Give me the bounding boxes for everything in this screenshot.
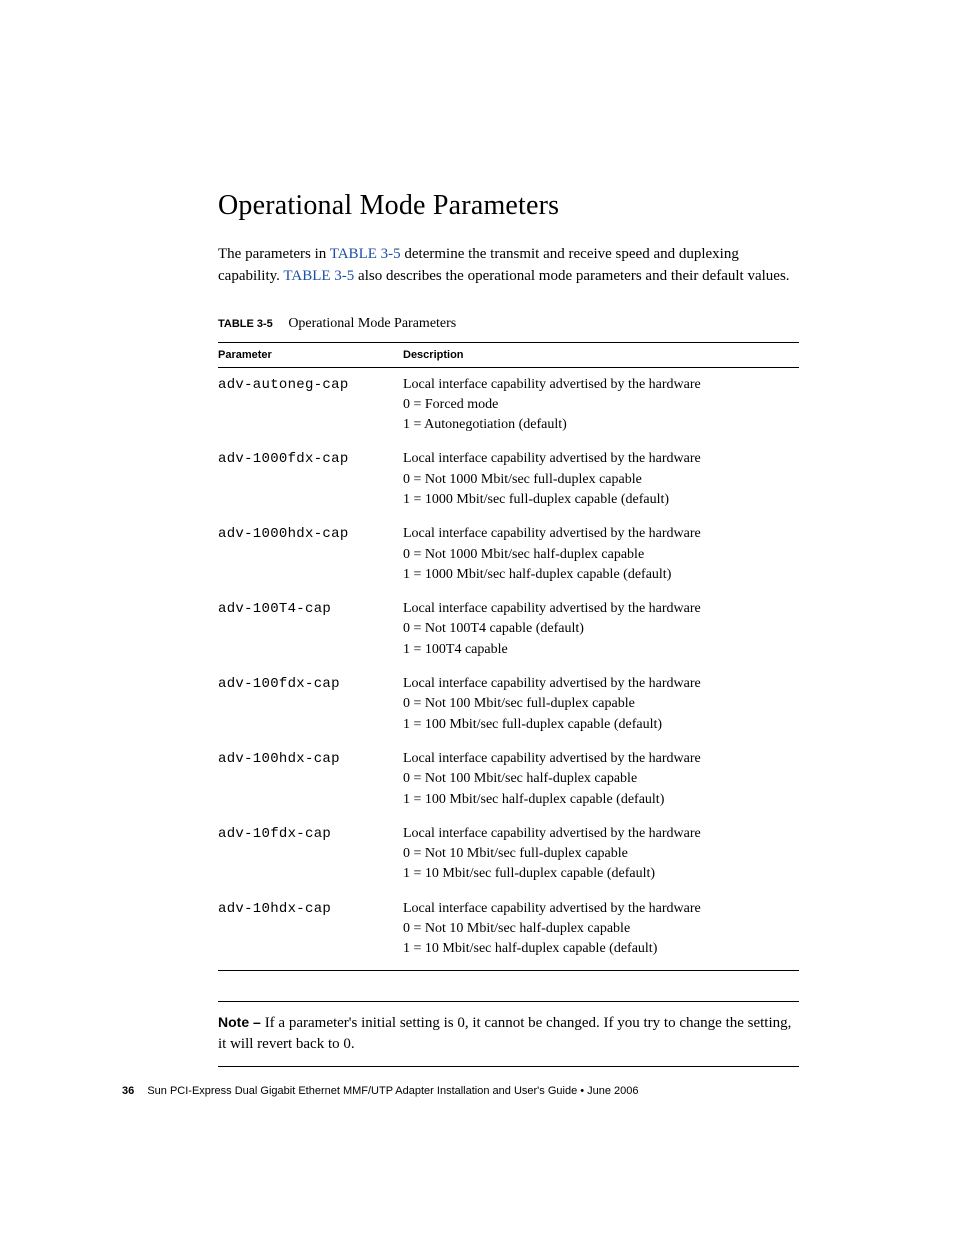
description-line: 0 = Not 1000 Mbit/sec half-duplex capabl… — [403, 545, 789, 565]
note-block: Note – If a parameter's initial setting … — [218, 1001, 799, 1068]
parameter-description: Local interface capability advertised by… — [403, 892, 799, 970]
description-line: 1 = 1000 Mbit/sec half-duplex capable (d… — [403, 565, 789, 585]
table-header-row: Parameter Description — [218, 342, 799, 367]
parameters-table: Parameter Description adv-autoneg-capLoc… — [218, 342, 799, 971]
page-number: 36 — [122, 1085, 134, 1097]
description-line: Local interface capability advertised by… — [403, 824, 789, 844]
intro-text-a: The parameters in — [218, 246, 330, 262]
table-row: adv-10fdx-capLocal interface capability … — [218, 817, 799, 892]
parameter-description: Local interface capability advertised by… — [403, 592, 799, 667]
table-row: adv-1000hdx-capLocal interface capabilit… — [218, 517, 799, 592]
description-line: Local interface capability advertised by… — [403, 599, 789, 619]
table-row: adv-autoneg-capLocal interface capabilit… — [218, 367, 799, 442]
page-footer: 36 Sun PCI-Express Dual Gigabit Ethernet… — [122, 1085, 639, 1097]
description-line: 0 = Not 100 Mbit/sec full-duplex capable — [403, 694, 789, 714]
intro-text-c: also describes the operational mode para… — [354, 268, 789, 284]
parameter-name: adv-1000fdx-cap — [218, 442, 403, 517]
parameter-name: adv-10fdx-cap — [218, 817, 403, 892]
section-heading: Operational Mode Parameters — [218, 190, 799, 222]
description-line: 1 = Autonegotiation (default) — [403, 415, 789, 435]
description-line: 0 = Not 100 Mbit/sec half-duplex capable — [403, 769, 789, 789]
description-line: 1 = 100T4 capable — [403, 640, 789, 660]
description-line: 1 = 10 Mbit/sec full-duplex capable (def… — [403, 864, 789, 884]
description-line: Local interface capability advertised by… — [403, 449, 789, 469]
col-header-parameter: Parameter — [218, 342, 403, 367]
parameter-name: adv-autoneg-cap — [218, 367, 403, 442]
description-line: 1 = 100 Mbit/sec half-duplex capable (de… — [403, 790, 789, 810]
table-row: adv-100fdx-capLocal interface capability… — [218, 667, 799, 742]
parameter-description: Local interface capability advertised by… — [403, 817, 799, 892]
footer-text: Sun PCI-Express Dual Gigabit Ethernet MM… — [147, 1085, 638, 1097]
intro-paragraph: The parameters in TABLE 3-5 determine th… — [218, 244, 799, 288]
table-caption-text: Operational Mode Parameters — [288, 316, 456, 331]
parameter-description: Local interface capability advertised by… — [403, 367, 799, 442]
parameter-name: adv-100hdx-cap — [218, 742, 403, 817]
parameter-name: adv-100T4-cap — [218, 592, 403, 667]
table-label: TABLE 3-5 — [218, 318, 273, 330]
parameter-description: Local interface capability advertised by… — [403, 742, 799, 817]
description-line: 1 = 1000 Mbit/sec full-duplex capable (d… — [403, 490, 789, 510]
parameter-name: adv-1000hdx-cap — [218, 517, 403, 592]
description-line: Local interface capability advertised by… — [403, 375, 789, 395]
parameter-description: Local interface capability advertised by… — [403, 517, 799, 592]
table-ref-link-2[interactable]: TABLE 3-5 — [283, 268, 354, 284]
parameter-name: adv-100fdx-cap — [218, 667, 403, 742]
table-row: adv-100T4-capLocal interface capability … — [218, 592, 799, 667]
description-line: 0 = Not 10 Mbit/sec half-duplex capable — [403, 919, 789, 939]
description-line: Local interface capability advertised by… — [403, 524, 789, 544]
description-line: 0 = Forced mode — [403, 395, 789, 415]
description-line: 0 = Not 100T4 capable (default) — [403, 619, 789, 639]
table-row: adv-1000fdx-capLocal interface capabilit… — [218, 442, 799, 517]
description-line: Local interface capability advertised by… — [403, 899, 789, 919]
description-line: Local interface capability advertised by… — [403, 674, 789, 694]
parameter-description: Local interface capability advertised by… — [403, 667, 799, 742]
table-caption: TABLE 3-5 Operational Mode Parameters — [218, 316, 799, 332]
parameter-name: adv-10hdx-cap — [218, 892, 403, 970]
note-label: Note – — [218, 1014, 265, 1030]
table-row: adv-100hdx-capLocal interface capability… — [218, 742, 799, 817]
description-line: 0 = Not 10 Mbit/sec full-duplex capable — [403, 844, 789, 864]
col-header-description: Description — [403, 342, 799, 367]
description-line: Local interface capability advertised by… — [403, 749, 789, 769]
description-line: 1 = 10 Mbit/sec half-duplex capable (def… — [403, 939, 789, 959]
note-text: If a parameter's initial setting is 0, i… — [218, 1015, 791, 1053]
parameter-description: Local interface capability advertised by… — [403, 442, 799, 517]
table-row: adv-10hdx-capLocal interface capability … — [218, 892, 799, 970]
description-line: 0 = Not 1000 Mbit/sec full-duplex capabl… — [403, 470, 789, 490]
table-ref-link-1[interactable]: TABLE 3-5 — [330, 246, 401, 262]
page-content: Operational Mode Parameters The paramete… — [0, 0, 954, 1067]
description-line: 1 = 100 Mbit/sec full-duplex capable (de… — [403, 715, 789, 735]
